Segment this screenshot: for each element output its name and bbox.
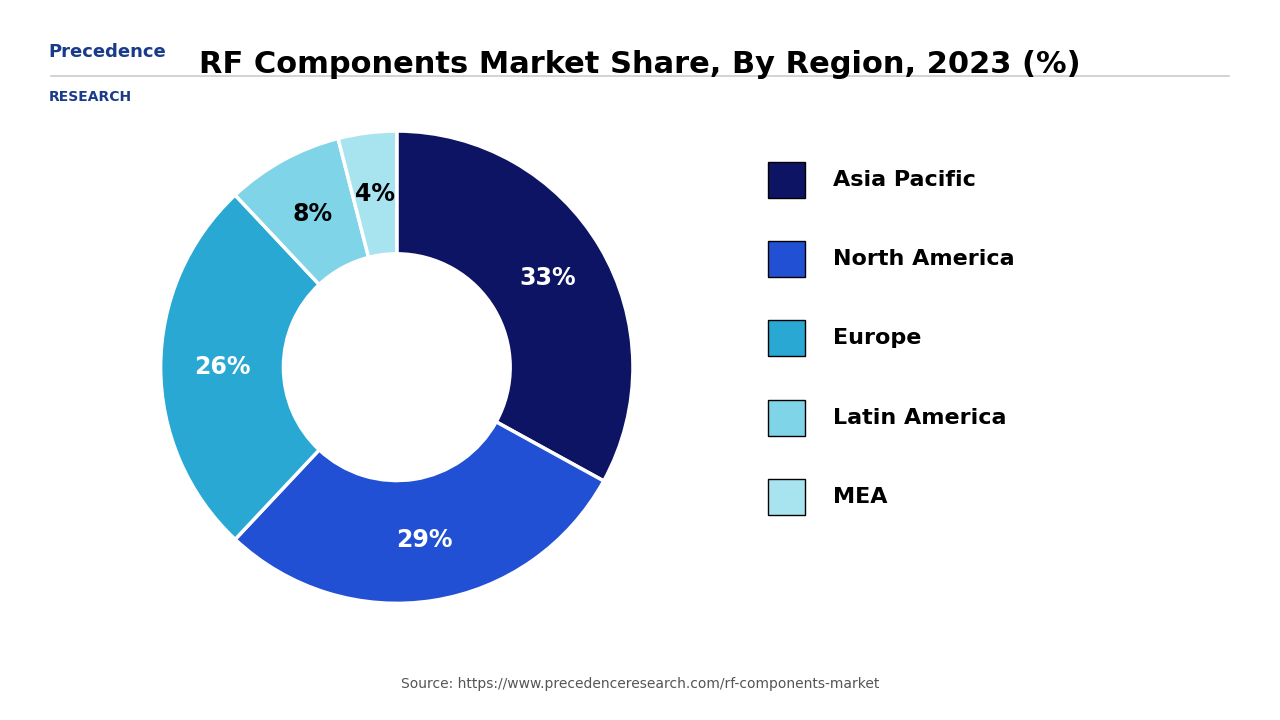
Wedge shape	[236, 422, 604, 603]
Text: Source: https://www.precedenceresearch.com/rf-components-market: Source: https://www.precedenceresearch.c…	[401, 678, 879, 691]
Text: North America: North America	[832, 249, 1014, 269]
FancyBboxPatch shape	[768, 162, 805, 198]
Wedge shape	[338, 131, 397, 258]
Text: 4%: 4%	[355, 182, 396, 206]
Text: 26%: 26%	[193, 355, 251, 379]
Text: Asia Pacific: Asia Pacific	[832, 170, 975, 190]
Wedge shape	[161, 195, 319, 539]
FancyBboxPatch shape	[768, 479, 805, 515]
FancyBboxPatch shape	[768, 241, 805, 277]
FancyBboxPatch shape	[768, 320, 805, 356]
Text: RF Components Market Share, By Region, 2023 (%): RF Components Market Share, By Region, 2…	[200, 50, 1080, 79]
Wedge shape	[236, 138, 369, 284]
Text: Precedence: Precedence	[49, 43, 166, 61]
Text: RESEARCH: RESEARCH	[49, 90, 132, 104]
Wedge shape	[397, 131, 632, 481]
FancyBboxPatch shape	[768, 400, 805, 436]
Text: 8%: 8%	[293, 202, 333, 226]
Text: 33%: 33%	[518, 266, 576, 290]
Text: Latin America: Latin America	[832, 408, 1006, 428]
Text: 29%: 29%	[396, 528, 452, 552]
Text: MEA: MEA	[832, 487, 887, 507]
Text: Europe: Europe	[832, 328, 920, 348]
